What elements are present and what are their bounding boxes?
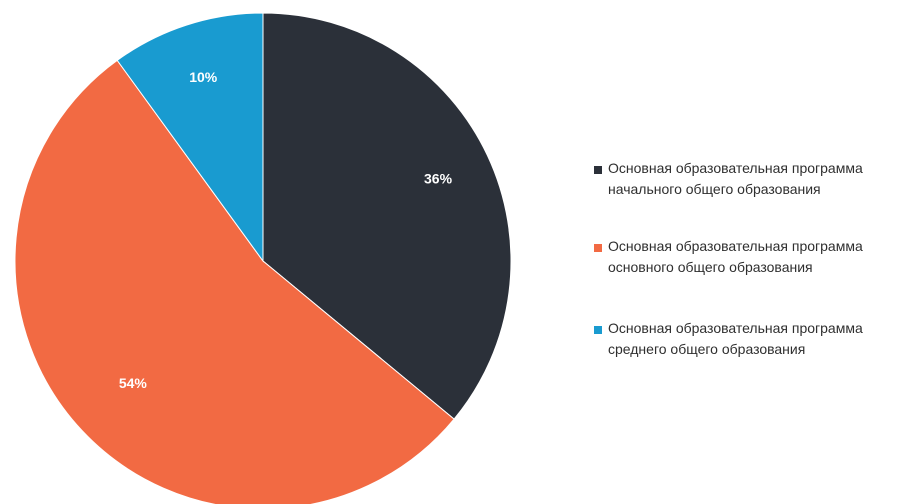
legend-label-primary-line2: начального общего образования <box>608 181 821 197</box>
legend-label-basic-line1: Основная образовательная программа <box>608 238 863 254</box>
pie-label-primary: 36% <box>424 171 453 187</box>
pie-slice-primary <box>262 12 512 420</box>
legend-swatch-secondary <box>594 326 602 334</box>
legend-label-basic-line2: основного общего образования <box>608 259 813 275</box>
legend-swatch-primary <box>594 166 602 174</box>
legend-label-basic: Основная образовательная программа основ… <box>608 236 908 278</box>
pie-label-secondary: 10% <box>189 69 218 85</box>
legend-swatch-basic <box>594 244 602 252</box>
legend-label-secondary-line1: Основная образовательная программа <box>608 320 863 336</box>
legend-label-secondary: Основная образовательная программа средн… <box>608 318 908 360</box>
legend-label-secondary-line2: среднего общего образования <box>608 341 806 357</box>
pie-slice-secondary <box>116 12 264 263</box>
pie-label-basic: 54% <box>119 375 148 391</box>
legend-label-primary: Основная образовательная программа начал… <box>608 158 908 200</box>
legend-label-primary-line1: Основная образовательная программа <box>608 160 863 176</box>
pie-slice-basic <box>14 59 455 504</box>
